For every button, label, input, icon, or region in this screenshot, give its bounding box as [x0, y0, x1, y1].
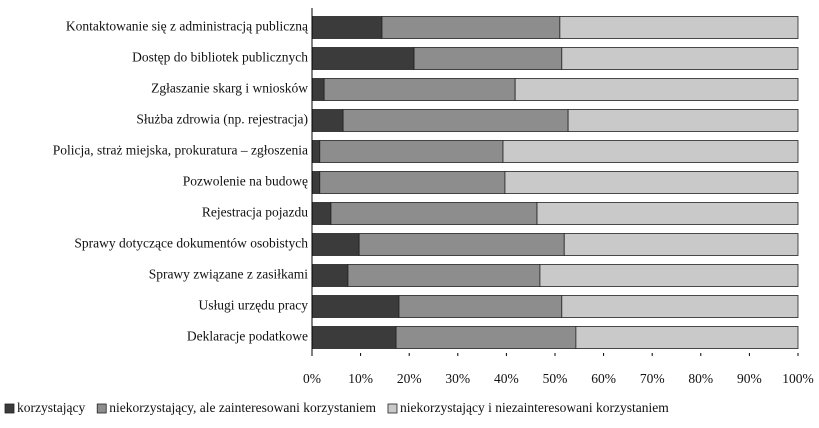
legend-label: niekorzystający i niezainteresowani korz… — [400, 400, 669, 415]
y-tick-label: Sprawy związane z zasiłkami — [149, 267, 309, 282]
bar-segment — [319, 140, 504, 163]
y-tick-label: Dostęp do bibliotek publicznych — [132, 50, 308, 65]
bar-segment — [561, 47, 799, 70]
bar-segment — [563, 233, 799, 256]
bar-segment — [311, 264, 349, 287]
x-tick-label: 30% — [445, 371, 470, 386]
bar-segment — [311, 47, 415, 70]
y-tick-label: Policja, straż miejska, prokuratura – zg… — [53, 143, 308, 158]
bar-segment — [575, 326, 799, 349]
legend-swatch — [4, 403, 15, 414]
bar-segment — [381, 16, 561, 39]
bar-segment — [311, 295, 400, 318]
legend-label: niekorzystający, ale zainteresowani korz… — [109, 400, 376, 415]
x-tick-label: 20% — [397, 371, 422, 386]
legend-swatch — [96, 403, 107, 414]
y-tick-label: Zgłaszanie skarg i wniosków — [151, 81, 308, 96]
legend-label: korzystający — [17, 400, 85, 415]
bar-segment — [536, 202, 799, 225]
bar-segment — [559, 16, 799, 39]
x-tick-label: 70% — [640, 371, 665, 386]
y-tick-label: Usługi urzędu pracy — [199, 298, 309, 313]
bar-segment — [502, 140, 799, 163]
bar-segment — [330, 202, 538, 225]
x-tick-label: 100% — [782, 371, 814, 386]
x-tick-label: 50% — [543, 371, 568, 386]
y-tick-label: Deklaracje podatkowe — [187, 329, 308, 344]
x-tick-label: 90% — [737, 371, 762, 386]
bar-segment — [311, 326, 397, 349]
y-tick-label: Pozwolenie na budowę — [183, 174, 308, 189]
y-tick-label: Służba zdrowia (np. rejestracja) — [136, 112, 308, 127]
bar-segment — [311, 140, 321, 163]
bar-segment — [358, 233, 565, 256]
bar-segment — [504, 171, 799, 194]
y-tick-label: Rejestracja pojazdu — [202, 205, 308, 220]
y-tick-label: Sprawy dotyczące dokumentów osobistych — [74, 236, 308, 251]
bar-segment — [413, 47, 563, 70]
bar-segment — [539, 264, 799, 287]
bar-segment — [514, 78, 799, 101]
y-tick-label: Kontaktowanie się z administracją public… — [66, 19, 309, 34]
bar-segment — [311, 109, 344, 132]
bar-segment — [342, 109, 569, 132]
bar-segment — [311, 202, 332, 225]
x-tick-label: 10% — [348, 371, 373, 386]
legend-swatch — [387, 403, 398, 414]
x-tick-label: 80% — [688, 371, 713, 386]
bar-segment — [311, 233, 360, 256]
bar-segment — [311, 16, 383, 39]
bar-segment — [311, 78, 325, 101]
x-tick-label: 0% — [303, 371, 321, 386]
x-tick-label: 60% — [591, 371, 616, 386]
bar-segment — [319, 171, 506, 194]
bar-segment — [398, 295, 563, 318]
bar-segment — [311, 171, 321, 194]
bar-segment — [323, 78, 516, 101]
bar-segment — [347, 264, 541, 287]
bar-segment — [561, 295, 799, 318]
bar-segment — [567, 109, 799, 132]
bar-segment — [395, 326, 577, 349]
x-tick-label: 40% — [494, 371, 519, 386]
